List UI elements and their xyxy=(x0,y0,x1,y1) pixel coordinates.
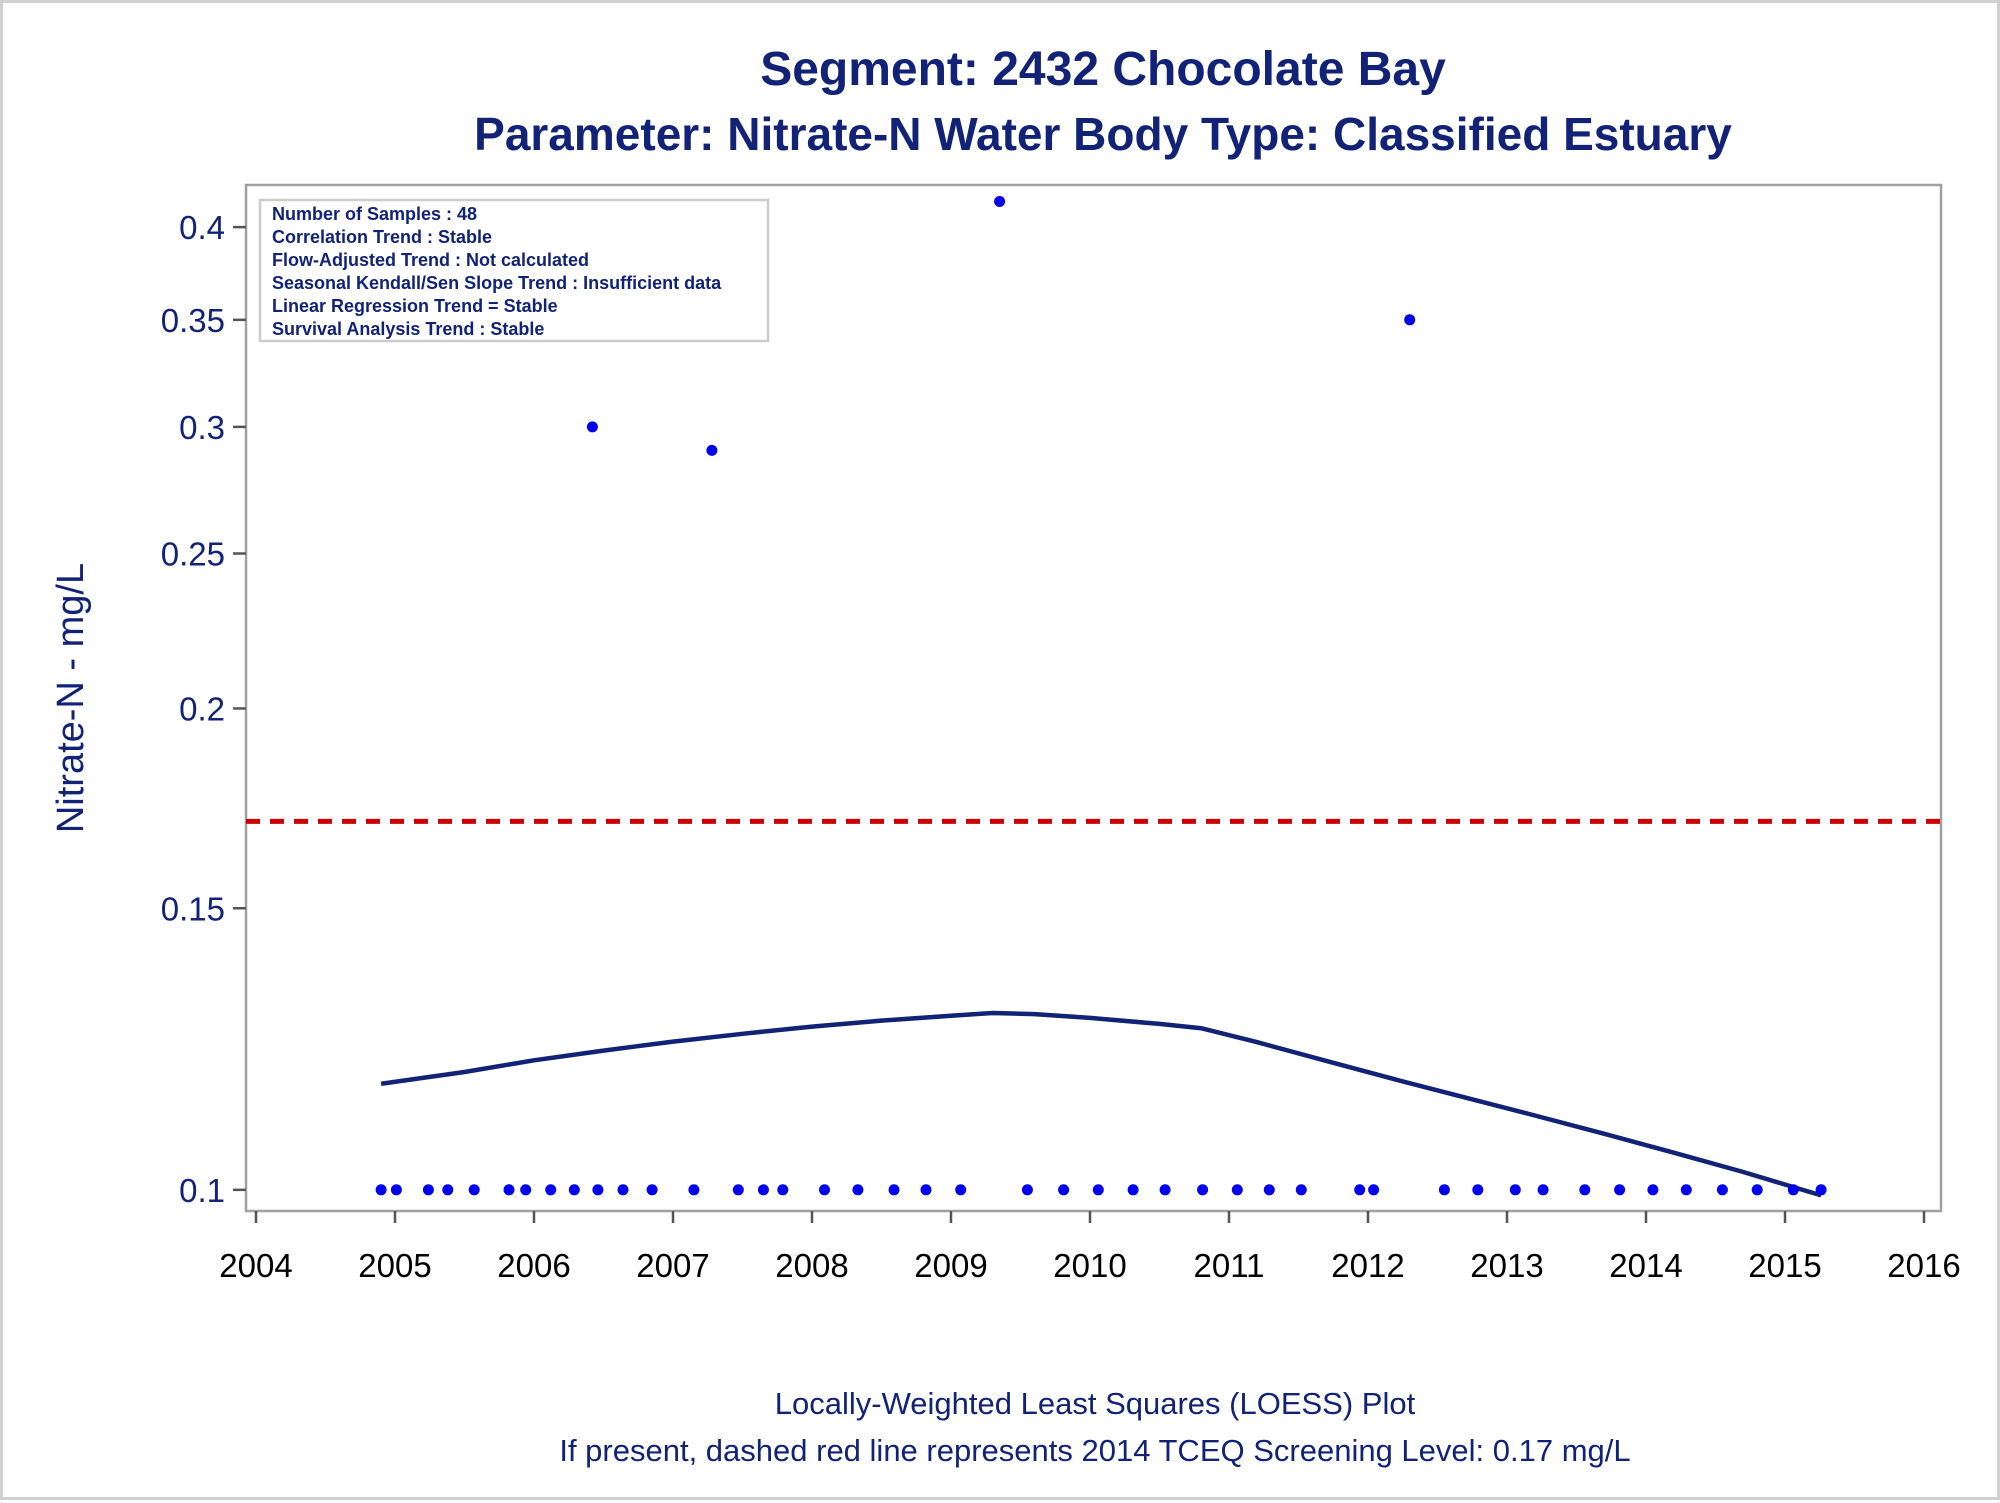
y-tick-label: 0.25 xyxy=(161,536,225,573)
y-tick-label: 0.35 xyxy=(161,302,225,339)
info-line-3: Flow-Adjusted Trend : Not calculated xyxy=(272,250,589,270)
data-point xyxy=(617,1184,629,1196)
x-tick-label: 2014 xyxy=(1609,1247,1682,1284)
data-point xyxy=(1647,1184,1659,1196)
data-point xyxy=(568,1184,580,1196)
data-point xyxy=(1127,1184,1139,1196)
chart-svg: Segment: 2432 Chocolate Bay Parameter: N… xyxy=(50,43,1961,1468)
data-point xyxy=(1231,1184,1243,1196)
data-point xyxy=(1579,1184,1591,1196)
y-tick-label: 0.1 xyxy=(179,1172,225,1209)
y-tick-label: 0.4 xyxy=(179,209,225,246)
data-point xyxy=(994,196,1006,207)
data-point xyxy=(1404,314,1416,326)
x-tick-label: 2004 xyxy=(219,1247,292,1284)
data-point xyxy=(757,1184,769,1196)
data-point xyxy=(422,1184,434,1196)
data-point xyxy=(1680,1184,1692,1196)
x-tick-label: 2010 xyxy=(1053,1247,1126,1284)
data-point xyxy=(545,1184,557,1196)
footnote-1: Locally-Weighted Least Squares (LOESS) P… xyxy=(775,1386,1416,1421)
data-point xyxy=(1815,1184,1827,1196)
data-point xyxy=(1368,1184,1380,1196)
data-point xyxy=(1716,1184,1728,1196)
data-point xyxy=(706,444,718,456)
data-point xyxy=(1537,1184,1549,1196)
x-tick-label: 2005 xyxy=(358,1247,431,1284)
x-tick-label: 2016 xyxy=(1887,1247,1960,1284)
chart-subtitle: Parameter: Nitrate-N Water Body Type: Cl… xyxy=(474,108,1732,160)
data-point xyxy=(1751,1184,1763,1196)
data-point xyxy=(688,1184,700,1196)
x-tick-label: 2007 xyxy=(636,1247,709,1284)
x-tick-label: 2013 xyxy=(1470,1247,1543,1284)
x-tick-label: 2015 xyxy=(1748,1247,1821,1284)
x-tick-label: 2008 xyxy=(775,1247,848,1284)
data-point xyxy=(1509,1184,1521,1196)
x-tick-label: 2012 xyxy=(1331,1247,1404,1284)
data-point xyxy=(375,1184,387,1196)
data-point xyxy=(1159,1184,1171,1196)
info-line-6: Survival Analysis Trend : Stable xyxy=(272,319,544,339)
y-tick-label: 0.15 xyxy=(161,890,225,927)
y-axis-label: Nitrate-N - mg/L xyxy=(50,563,92,833)
x-axis: 2004 2005 2006 2007 2008 2009 2010 2011 2012 2013… xyxy=(219,1211,1961,1284)
y-tick-label: 0.3 xyxy=(179,409,225,446)
data-point xyxy=(955,1184,967,1196)
data-point xyxy=(646,1184,658,1196)
data-point xyxy=(732,1184,744,1196)
data-point xyxy=(819,1184,830,1196)
data-point xyxy=(1263,1184,1275,1196)
info-line-5: Linear Regression Trend = Stable xyxy=(272,296,558,316)
info-box: Number of Samples : 48 Correlation Trend… xyxy=(258,198,770,343)
x-tick-label: 2009 xyxy=(914,1247,987,1284)
plot-area xyxy=(244,183,1943,1213)
data-point xyxy=(1354,1184,1366,1196)
chart-title: Segment: 2432 Chocolate Bay xyxy=(760,43,1446,96)
data-point xyxy=(1197,1184,1209,1196)
footnote-2: If present, dashed red line represents 2… xyxy=(559,1433,1630,1468)
data-point xyxy=(520,1184,532,1196)
y-axis: 0.1 0.15 0.2 0.25 0.3 0.35 0.4 xyxy=(161,209,246,1209)
y-tick-label: 0.2 xyxy=(179,690,225,727)
data-points xyxy=(375,196,1827,1196)
data-point xyxy=(888,1184,900,1196)
info-line-2: Correlation Trend : Stable xyxy=(272,227,492,247)
data-point xyxy=(503,1184,515,1196)
data-point xyxy=(777,1184,789,1196)
info-box-frame xyxy=(258,198,770,343)
x-tick-label: 2011 xyxy=(1194,1247,1265,1284)
data-point xyxy=(920,1184,932,1196)
data-point xyxy=(592,1184,604,1196)
x-tick-label: 2006 xyxy=(497,1247,570,1284)
data-point xyxy=(1472,1184,1484,1196)
data-point xyxy=(852,1184,864,1196)
data-point xyxy=(390,1184,402,1196)
data-point xyxy=(442,1184,454,1196)
data-point xyxy=(1058,1184,1070,1196)
loess-line xyxy=(380,1010,1822,1198)
info-line-1: Number of Samples : 48 xyxy=(272,204,477,224)
data-point xyxy=(1787,1184,1799,1196)
info-line-4: Seasonal Kendall/Sen Slope Trend : Insuf… xyxy=(272,273,722,293)
data-point xyxy=(1092,1184,1104,1196)
data-point xyxy=(586,421,598,433)
data-point xyxy=(1438,1184,1450,1196)
data-point xyxy=(1295,1184,1307,1196)
data-point xyxy=(1614,1184,1626,1196)
data-point xyxy=(468,1184,480,1196)
data-point xyxy=(1021,1184,1033,1196)
